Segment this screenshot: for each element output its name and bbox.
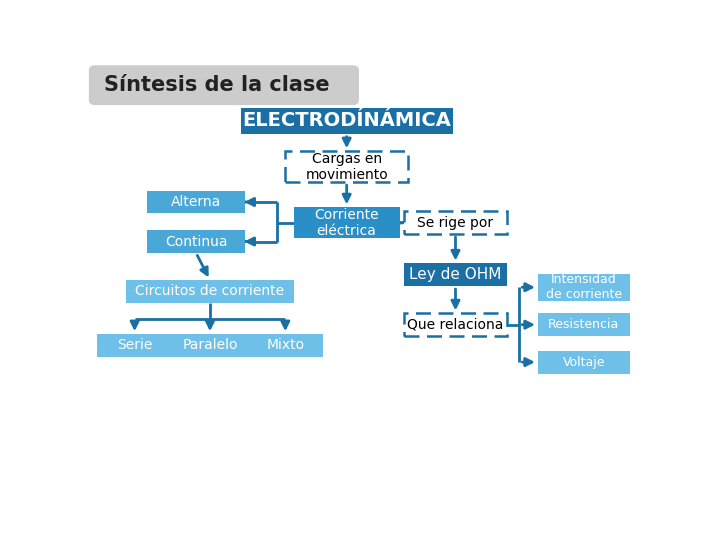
Text: Continua: Continua: [165, 234, 228, 248]
FancyBboxPatch shape: [285, 151, 408, 183]
Text: Paralelo: Paralelo: [182, 339, 238, 353]
Text: Síntesis de la clase: Síntesis de la clase: [104, 75, 330, 95]
FancyBboxPatch shape: [240, 108, 453, 134]
Text: Que relaciona: Que relaciona: [408, 318, 504, 332]
Text: Corriente
eléctrica: Corriente eléctrica: [315, 208, 379, 238]
Text: Resistencia: Resistencia: [548, 318, 619, 331]
FancyBboxPatch shape: [89, 65, 359, 105]
Text: Circuitos de corriente: Circuitos de corriente: [135, 285, 284, 299]
FancyBboxPatch shape: [147, 191, 245, 213]
Text: Voltaje: Voltaje: [562, 356, 605, 369]
Text: Ley de OHM: Ley de OHM: [409, 267, 502, 282]
Text: Se rige por: Se rige por: [418, 216, 493, 230]
FancyBboxPatch shape: [538, 274, 630, 301]
FancyBboxPatch shape: [294, 207, 400, 238]
FancyBboxPatch shape: [248, 334, 323, 357]
Text: Alterna: Alterna: [171, 195, 221, 209]
FancyBboxPatch shape: [404, 264, 507, 286]
Text: Intensidad
de corriente: Intensidad de corriente: [546, 273, 622, 301]
Text: Cargas en
movimiento: Cargas en movimiento: [305, 152, 388, 182]
FancyBboxPatch shape: [404, 211, 507, 234]
Text: Mixto: Mixto: [266, 339, 305, 353]
FancyBboxPatch shape: [172, 334, 248, 357]
FancyBboxPatch shape: [538, 313, 630, 336]
FancyBboxPatch shape: [126, 280, 294, 303]
Text: Serie: Serie: [117, 339, 153, 353]
FancyBboxPatch shape: [147, 230, 245, 253]
FancyBboxPatch shape: [404, 313, 507, 336]
FancyBboxPatch shape: [538, 350, 630, 374]
FancyBboxPatch shape: [97, 334, 172, 357]
Text: ELECTRODÍNÁMICA: ELECTRODÍNÁMICA: [242, 111, 451, 131]
